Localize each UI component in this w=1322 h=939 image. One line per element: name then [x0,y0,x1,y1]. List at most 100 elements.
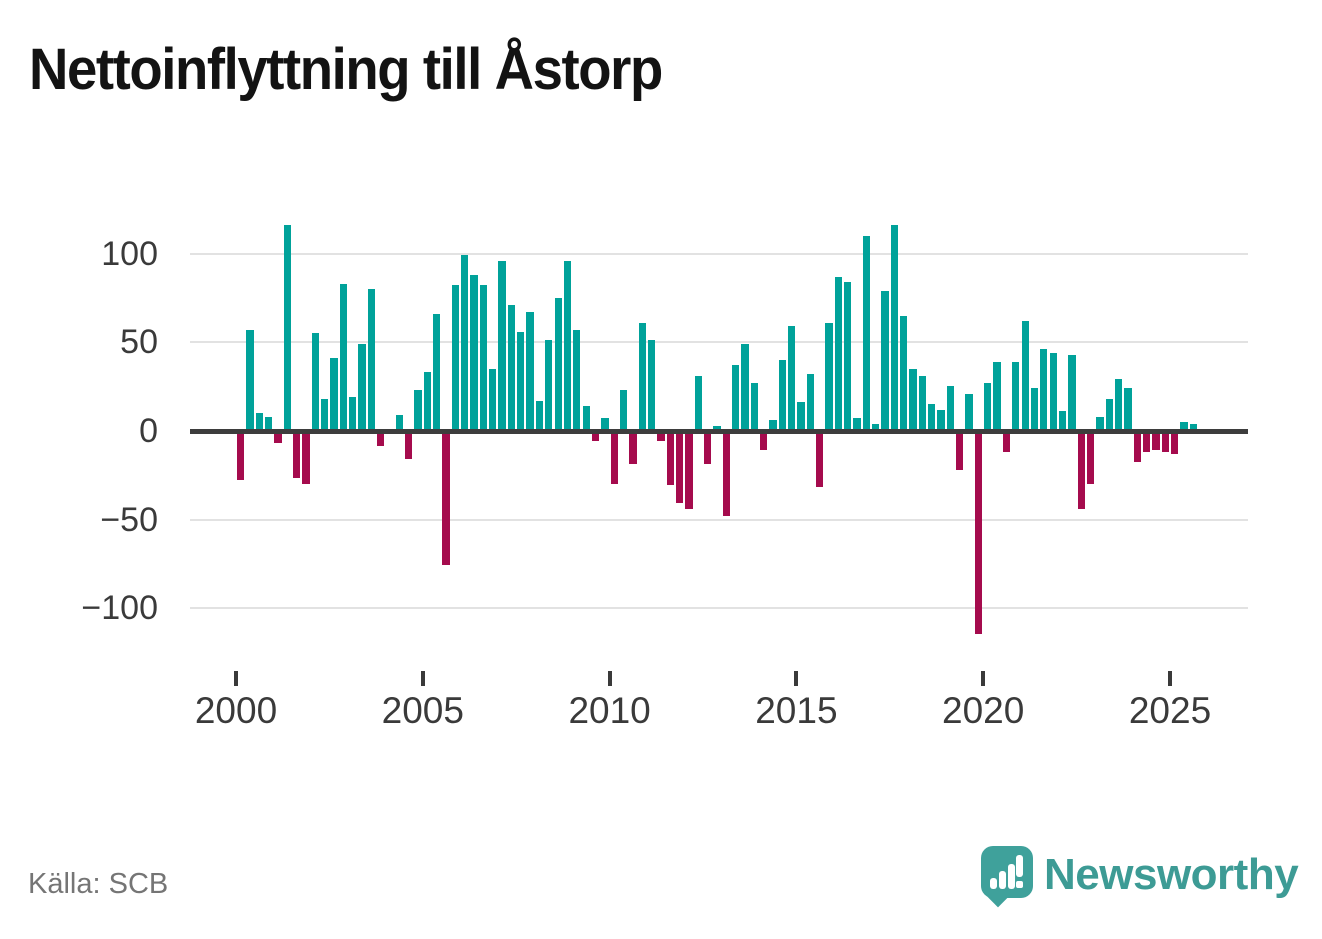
bar-2012q2 [694,375,702,429]
bar-2009q2 [582,406,590,429]
logo-mini-bar-icon [990,878,997,889]
bar-2006q1 [461,255,469,429]
bar-2014q1 [759,434,768,450]
bar-2024q1 [1133,434,1141,463]
x-axis-tick-2000 [234,671,238,686]
bar-2004q3 [405,434,413,459]
x-axis-tick-2005 [420,671,425,686]
bar-2023q2 [1105,398,1113,429]
bar-2023q3 [1114,379,1123,429]
bar-2006q3 [479,285,488,429]
bar-2017q3 [890,225,899,429]
bar-2025q3 [1189,423,1197,429]
bar-2017q4 [900,315,908,429]
bar-2010q1 [610,434,618,484]
newsworthy-logo: Newsworthy [980,844,1320,924]
bar-2014q3 [778,359,786,429]
bar-2015q4 [825,322,833,429]
bar-2021q1 [1021,320,1029,429]
gridline-y-100 [190,607,1248,609]
bar-2022q2 [1068,354,1076,429]
bar-2003q3 [367,288,376,429]
logo-mini-bar-icon [999,871,1006,889]
x-axis-label-2005: 2005 [381,690,464,731]
bar-2013q4 [750,382,758,429]
bar-2024q3 [1152,434,1160,450]
bar-2019q4 [974,434,983,635]
bar-2015q2 [806,374,814,429]
gridline-y100 [190,253,1248,255]
bar-2018q1 [909,368,917,429]
bar-2020q4 [1012,361,1020,429]
y-axis-label: 0 [139,412,158,450]
bar-2015q3 [816,434,824,488]
y-axis-label: −100 [81,589,158,627]
bar-2006q4 [489,368,497,429]
bar-2008q3 [554,297,562,429]
bar-2001q1 [274,434,282,443]
bar-2007q1 [498,260,506,429]
bar-2024q2 [1142,434,1151,452]
bar-2020q2 [993,361,1001,429]
bar-2025q2 [1180,421,1188,429]
x-axis-tick-2020 [981,671,986,686]
x-axis-tick-2010 [607,671,612,686]
brand-name: Newsworthy [1044,850,1299,899]
bar-2025q1 [1170,434,1179,454]
logo-speech-bubble [981,846,1033,898]
bar-2005q2 [433,313,441,429]
bar-2002q1 [311,333,319,429]
bar-2024q4 [1161,434,1169,452]
bar-2005q4 [451,285,460,429]
bar-2020q1 [984,382,992,429]
bar-2009q1 [573,329,581,429]
chart-title: Nettoinflyttning till Åstorp [29,37,663,102]
bar-2000q2 [246,329,254,429]
bar-2006q2 [470,274,478,429]
bar-2003q2 [358,343,366,429]
bar-2004q2 [395,414,404,429]
source-label: Källa: SCB [28,868,169,900]
bar-2019q3 [965,393,973,429]
x-axis-label-2000: 2000 [194,690,278,731]
bar-2001q2 [283,225,291,429]
bar-2008q1 [535,400,544,429]
bar-2008q2 [545,340,553,429]
bar-2005q3 [442,434,450,566]
x-axis-tick-2025 [1168,671,1172,686]
bar-2010q2 [619,390,628,429]
bar-2010q3 [629,434,637,465]
y-axis-label: 100 [101,235,158,273]
bar-2014q4 [788,326,796,429]
bar-2017q2 [881,290,889,429]
bar-2002q3 [330,358,338,429]
bar-2016q2 [844,281,852,429]
bar-2009q3 [591,434,600,442]
bar-2023q4 [1124,388,1132,429]
bar-2020q3 [1002,434,1011,452]
bar-2014q2 [769,420,777,429]
bar-2019q1 [946,386,955,429]
bar-2023q1 [1096,416,1104,429]
bar-2018q3 [928,404,936,429]
bar-2022q1 [1058,411,1067,429]
bar-2012q3 [703,434,712,465]
bar-2012q1 [685,434,693,509]
bar-2011q3 [666,434,674,486]
bar-2001q4 [302,434,310,484]
bar-2016q4 [862,235,871,429]
x-axis-label-2015: 2015 [755,690,838,731]
bar-2008q4 [563,260,572,429]
bar-2011q1 [647,340,656,429]
bar-2009q4 [601,418,609,429]
x-axis-label-2025: 2025 [1128,690,1212,731]
bar-2000q3 [255,413,263,429]
bar-2016q1 [834,276,843,429]
x-axis-tick-2015 [794,671,799,686]
bar-2007q4 [526,312,534,429]
y-axis-label: −50 [100,501,158,539]
bar-2001q3 [292,434,301,479]
bar-2013q2 [731,365,740,429]
bar-2021q3 [1040,349,1048,429]
bar-2019q2 [956,434,964,470]
